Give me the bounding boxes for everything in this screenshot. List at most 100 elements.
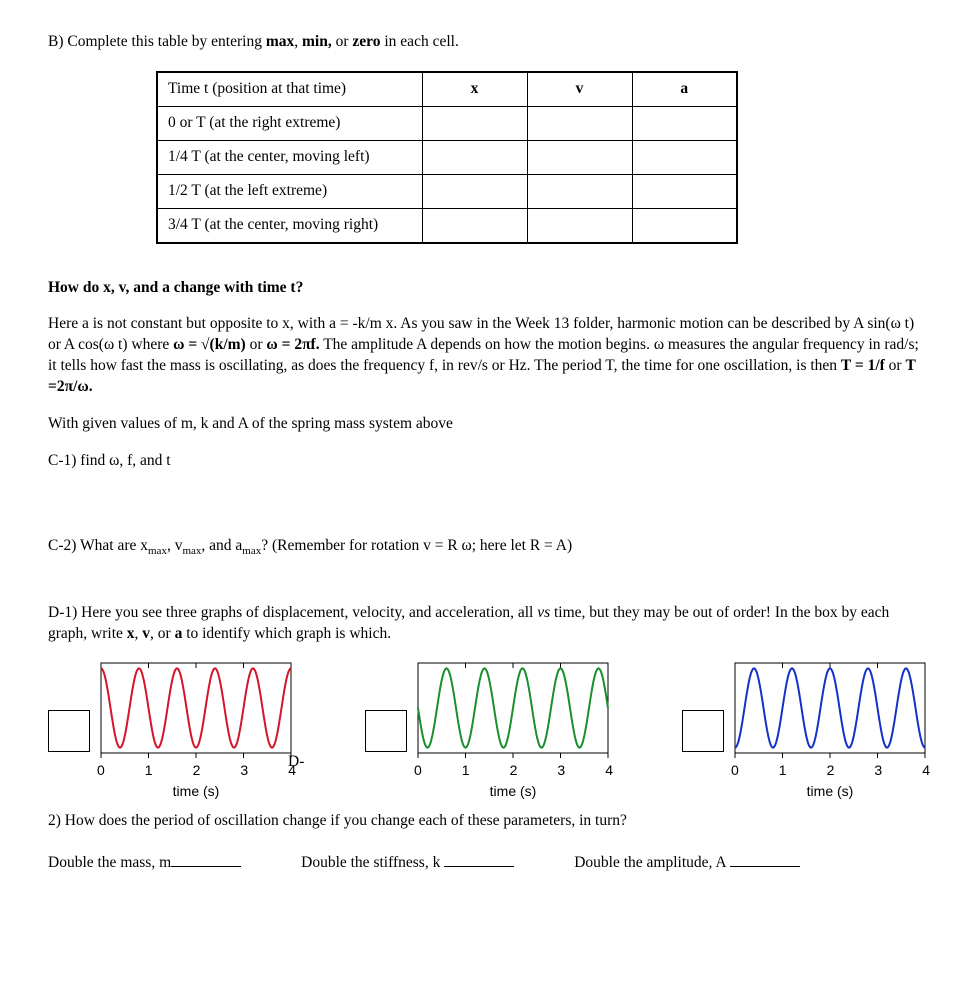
fill-mass: Double the mass, m <box>48 853 241 874</box>
cell-time: 0 or T (at the right extreme) <box>157 106 422 140</box>
cell-x[interactable] <box>422 174 527 208</box>
bold-max: max <box>266 33 294 50</box>
sine-chart-0 <box>96 661 296 759</box>
text: or <box>332 33 353 50</box>
text: or <box>885 357 906 374</box>
answer-box-0[interactable] <box>48 710 90 752</box>
section-b-prompt: B) Complete this table by entering max, … <box>48 32 930 53</box>
xtick-label: 1 <box>779 761 787 780</box>
sub-max: max <box>182 545 201 557</box>
blank-amplitude[interactable] <box>730 853 800 867</box>
text: , or <box>150 625 175 642</box>
xtick-label: 1 <box>145 761 153 780</box>
table-header-row: Time t (position at that time) x v a <box>157 72 737 106</box>
cell-v[interactable] <box>527 208 632 242</box>
question-d2: 2) How does the period of oscillation ch… <box>48 811 930 832</box>
col-x: x <box>422 72 527 106</box>
text: , and a <box>201 537 242 554</box>
text: to identify which graph is which. <box>182 625 391 642</box>
table-row: 1/2 T (at the left extreme) <box>157 174 737 208</box>
para-theory: Here a is not constant but opposite to x… <box>48 314 930 398</box>
text: ? (Remember for rotation v = R ω; here l… <box>261 537 572 554</box>
cell-v[interactable] <box>527 174 632 208</box>
xtick-label: 4 <box>922 761 930 780</box>
charts-row: 01234time (s)D-01234time (s)01234time (s… <box>48 661 930 801</box>
table-row: 3/4 T (at the center, moving right) <box>157 208 737 242</box>
col-time: Time t (position at that time) <box>157 72 422 106</box>
sub-max: max <box>242 545 261 557</box>
text: D-1) Here you see three graphs of displa… <box>48 604 537 621</box>
cell-v[interactable] <box>527 106 632 140</box>
text: B) Complete this table by entering <box>48 33 266 50</box>
eq-t-1f: T = 1/f <box>841 357 885 374</box>
blank-mass[interactable] <box>171 853 241 867</box>
text: , v <box>167 537 183 554</box>
xtick-label: 0 <box>97 761 105 780</box>
axis-label-x: time (s) <box>413 782 613 801</box>
cell-a[interactable] <box>632 140 737 174</box>
bold-min: min, <box>302 33 332 50</box>
bold-x: x <box>127 625 135 642</box>
answer-box-1[interactable] <box>365 710 407 752</box>
section-heading: How do x, v, and a change with time t? <box>48 278 930 299</box>
eq-omega-km: ω = √(k/m) <box>173 336 246 353</box>
blank-stiffness[interactable] <box>444 853 514 867</box>
fill-row: Double the mass, m Double the stiffness,… <box>48 853 930 874</box>
chart-group-0: 01234time (s)D- <box>48 661 296 801</box>
col-a: a <box>632 72 737 106</box>
text: C-2) What are x <box>48 537 148 554</box>
xticks: 0 1 2 3 4 <box>413 761 613 780</box>
bold-v: v <box>142 625 150 642</box>
answer-box-2[interactable] <box>682 710 724 752</box>
eq-omega-2pif: ω = 2πf. <box>266 336 319 353</box>
chart-group-2: 0 1 2 3 4 time (s) <box>682 661 930 801</box>
table-b: Time t (position at that time) x v a 0 o… <box>156 71 930 244</box>
label: Double the stiffness, k <box>301 854 444 871</box>
sub-max: max <box>148 545 167 557</box>
xtick-label: 3 <box>557 761 565 780</box>
xticks: 0 1 2 3 4 <box>730 761 930 780</box>
text: or <box>246 336 267 353</box>
fill-stiffness: Double the stiffness, k <box>301 853 514 874</box>
italic-vs: vs <box>537 604 550 621</box>
d-label: D- <box>288 752 304 773</box>
fill-amplitude: Double the amplitude, A <box>574 853 799 874</box>
col-v: v <box>527 72 632 106</box>
cell-a[interactable] <box>632 174 737 208</box>
text: in each cell. <box>381 33 459 50</box>
xtick-label: 3 <box>874 761 882 780</box>
cell-time: 3/4 T (at the center, moving right) <box>157 208 422 242</box>
label: Double the mass, m <box>48 854 171 871</box>
label: Double the amplitude, A <box>574 854 729 871</box>
cell-a[interactable] <box>632 106 737 140</box>
xtick-label: 0 <box>414 761 422 780</box>
chart-group-1: 0 1 2 3 4 time (s) <box>365 661 613 801</box>
cell-x[interactable] <box>422 140 527 174</box>
xtick-label: 3 <box>240 761 248 780</box>
cell-x[interactable] <box>422 106 527 140</box>
cell-a[interactable] <box>632 208 737 242</box>
question-c1: C-1) find ω, f, and t <box>48 451 930 472</box>
shm-table: Time t (position at that time) x v a 0 o… <box>156 71 738 244</box>
xticks: 01234 <box>96 761 296 780</box>
xtick-label: 1 <box>462 761 470 780</box>
sine-chart-1 <box>413 661 613 759</box>
question-d1: D-1) Here you see three graphs of displa… <box>48 603 930 645</box>
text: , <box>294 33 302 50</box>
xtick-label: 2 <box>827 761 835 780</box>
table-row: 0 or T (at the right extreme) <box>157 106 737 140</box>
xtick-label: 2 <box>510 761 518 780</box>
question-c2: C-2) What are xmax, vmax, and amax? (Rem… <box>48 536 930 559</box>
cell-v[interactable] <box>527 140 632 174</box>
axis-label-x: time (s) <box>96 782 296 801</box>
table-row: 1/4 T (at the center, moving left) <box>157 140 737 174</box>
axis-label-x: time (s) <box>730 782 930 801</box>
para-given: With given values of m, k and A of the s… <box>48 414 930 435</box>
xtick-label: 2 <box>193 761 201 780</box>
cell-time: 1/4 T (at the center, moving left) <box>157 140 422 174</box>
sine-chart-2 <box>730 661 930 759</box>
cell-x[interactable] <box>422 208 527 242</box>
xtick-label: 0 <box>731 761 739 780</box>
xtick-label: 4 <box>605 761 613 780</box>
cell-time: 1/2 T (at the left extreme) <box>157 174 422 208</box>
